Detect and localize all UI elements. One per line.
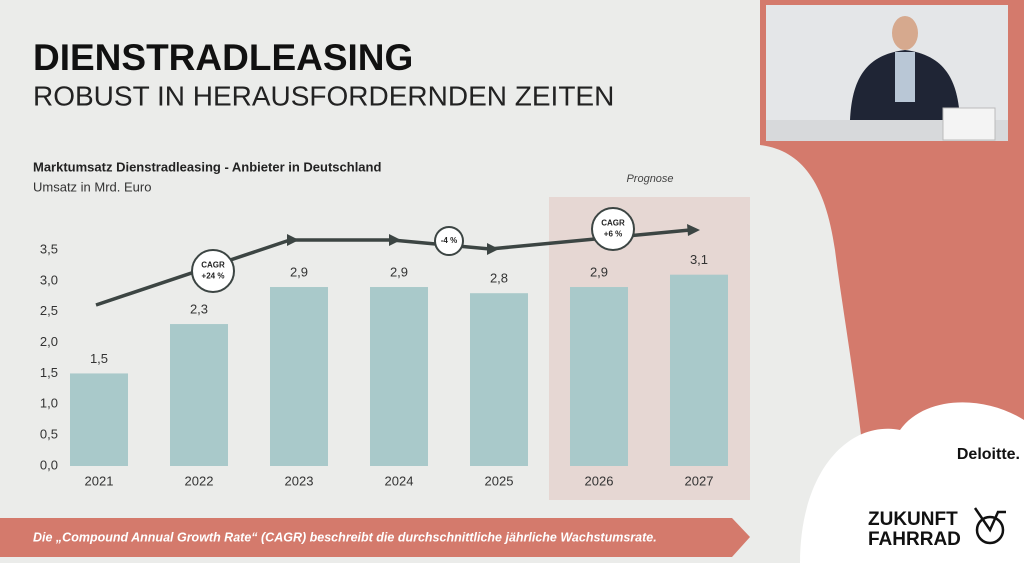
- annotation-text: +6 %: [604, 230, 622, 239]
- speaker-head: [892, 16, 918, 50]
- y-tick-label: 2,5: [40, 303, 58, 318]
- slide-title: DIENSTRADLEASING: [33, 37, 413, 78]
- y-tick-label: 0,0: [40, 457, 58, 472]
- logo-panel: [800, 402, 1024, 563]
- plot: 0,0 0,5 1,0 1,5 2,0 2,5 3,0 3,5 2021 1,5 2022 2,3 20…: [40, 241, 728, 488]
- wheel: [975, 515, 1005, 545]
- value-label: 1,5: [90, 351, 108, 366]
- y-tick-label: 1,5: [40, 365, 58, 380]
- bar: [370, 287, 428, 466]
- x-tick-label: 2026: [585, 473, 614, 488]
- annotation-bubble: [434, 226, 464, 256]
- value-label: 2,8: [490, 271, 508, 286]
- y-tick-label: 0,5: [40, 427, 58, 442]
- brand: Deloitte.: [957, 446, 1020, 463]
- annotation-bubble: [591, 207, 635, 251]
- forecast-label: Prognose: [626, 173, 673, 185]
- chart-title: Marktumsatz Dienstradleasing - Anbieter …: [33, 159, 381, 174]
- value-label: 2,9: [390, 264, 408, 279]
- x-tick-label: 2021: [85, 473, 114, 488]
- value-label: 2,9: [290, 264, 308, 279]
- value-label: 3,1: [690, 252, 708, 267]
- video-inset: [766, 5, 1008, 141]
- annotation-text: +24 %: [202, 272, 225, 281]
- slide-subtitle: ROBUST IN HERAUSFORDERNDEN ZEITEN: [33, 80, 614, 111]
- value-label: 2,3: [190, 301, 208, 316]
- y-tick-label: 3,0: [40, 272, 58, 287]
- bar: [70, 373, 128, 466]
- annotation-text: CAGR: [201, 261, 225, 270]
- bar: [470, 293, 528, 466]
- annotations: CAGR +24 % -4 % CAGR +6 %: [191, 207, 635, 293]
- arrow-heads: [287, 224, 700, 255]
- value-label: 2,9: [590, 264, 608, 279]
- y-tick-label: 2,0: [40, 334, 58, 349]
- footer-banner: [0, 518, 750, 557]
- y-tick-label: 1,0: [40, 396, 58, 411]
- bike-icon: [973, 507, 1006, 545]
- footer-note: Die „Compound Annual Growth Rate“ (CAGR)…: [33, 530, 657, 544]
- name-card: [942, 107, 996, 141]
- bar: [170, 324, 228, 466]
- logo-text: FAHRRAD: [868, 529, 961, 550]
- x-tick-label: 2025: [485, 473, 514, 488]
- bar: [270, 287, 328, 466]
- annotation-text: -4 %: [441, 236, 457, 245]
- x-tick-label: 2024: [385, 473, 414, 488]
- annotation-bubble: [191, 249, 235, 293]
- y-tick-label: 3,5: [40, 241, 58, 256]
- axis-title: Umsatz in Mrd. Euro: [33, 179, 151, 194]
- x-tick-label: 2022: [185, 473, 214, 488]
- logo-text: ZUKUNFT: [868, 509, 958, 530]
- bar: [570, 287, 628, 466]
- x-tick-label: 2023: [285, 473, 314, 488]
- x-tick-label: 2027: [685, 473, 714, 488]
- bar: [670, 274, 728, 466]
- frame: [973, 507, 1006, 533]
- annotation-text: CAGR: [601, 219, 625, 228]
- speaker-shirt: [895, 52, 915, 102]
